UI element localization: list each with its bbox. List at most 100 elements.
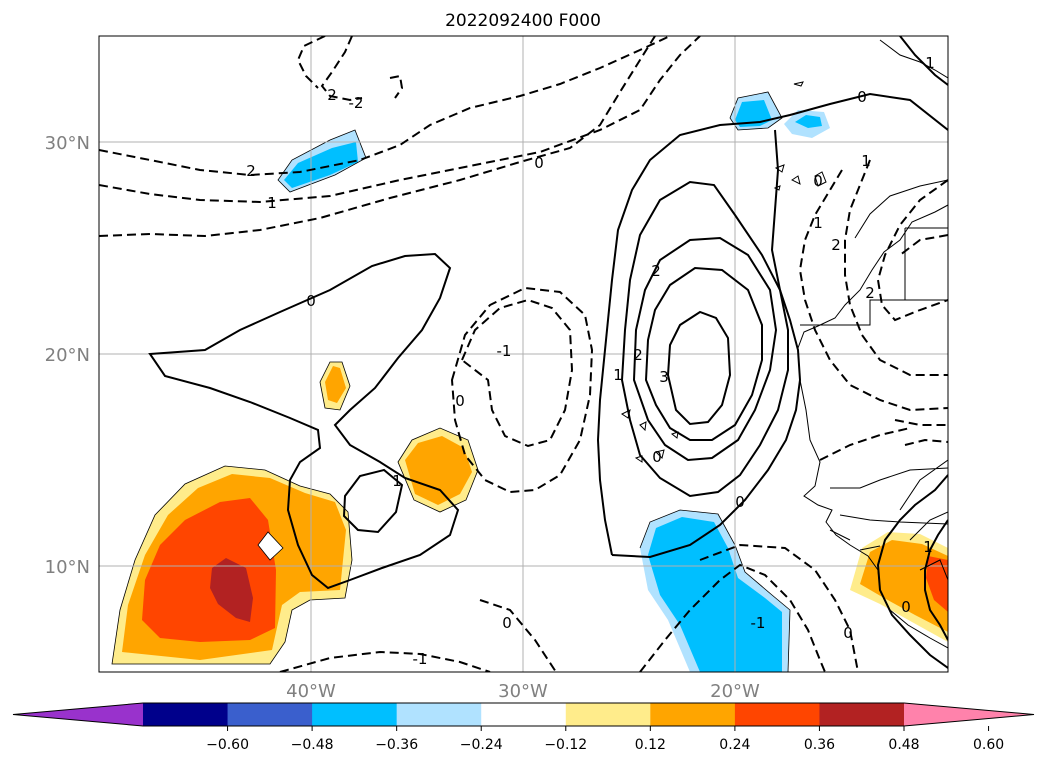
negative-anomaly-top-2-cyan — [795, 115, 822, 128]
contour-labels: 2 -2 2 1 0 0 0 -1 0 1 1 2 2 3 0 0 -1 0 -… — [246, 54, 935, 668]
contour-label: 0 — [306, 292, 316, 310]
map-title: 2022092400 F000 — [445, 11, 601, 31]
contour-neg1-southeast — [639, 563, 826, 672]
contour-1-east-b — [924, 519, 948, 641]
colorbar-segment — [481, 703, 567, 726]
contour-label: 2 — [327, 86, 337, 104]
contour-label: 0 — [857, 88, 867, 106]
contour-label: 0 — [901, 598, 911, 616]
contour-neg-east1 — [899, 234, 948, 256]
contour-2-inner — [644, 266, 763, 441]
colorbar-tick-label: 0.60 — [973, 737, 1004, 753]
gridlines — [99, 36, 948, 672]
positive-hole — [258, 532, 283, 560]
contour-label: 2 — [633, 346, 643, 364]
solid-contours — [148, 36, 948, 669]
colorbar-tick-label: −0.24 — [460, 737, 503, 753]
country-borders — [800, 227, 948, 581]
contour-label: 1 — [925, 54, 935, 72]
lon-label: 40°W — [286, 681, 336, 702]
contour-neg1-south — [279, 650, 491, 672]
negative-anomaly-south-cyan — [648, 517, 782, 672]
contour-neg-east2 — [894, 419, 948, 426]
plot-frame — [98, 35, 949, 673]
colorbar-segment — [396, 703, 482, 726]
contour-label: 0 — [735, 493, 745, 511]
contour-neg-east4 — [819, 427, 911, 461]
contour-label: 0 — [455, 392, 465, 410]
contour-label: 3 — [659, 368, 669, 386]
latitude-labels: 30°N 20°N 10°N — [45, 133, 90, 578]
negative-anomaly-top-cyan — [735, 100, 772, 127]
dashed-contours — [99, 36, 948, 672]
colorbar-segment — [312, 703, 398, 726]
contour-label: 2 — [651, 262, 661, 280]
negative-anomaly-north-cyan — [284, 142, 358, 188]
contour-neg2-north — [320, 36, 363, 102]
colorbar-segment — [227, 703, 313, 726]
contour-label: 1 — [923, 538, 933, 556]
plot-area — [99, 36, 948, 672]
contour-neg2-small — [389, 74, 404, 99]
contour-neg0-southeast — [699, 543, 859, 672]
positive-anomaly-east-red — [926, 556, 948, 612]
contour-1-ne — [899, 36, 948, 86]
colorbar-tick-label: −0.12 — [544, 737, 587, 753]
lat-label: 20°N — [45, 345, 90, 366]
contour-0-east-lower — [611, 129, 802, 559]
contour-label: 1 — [861, 152, 871, 170]
lon-label: 30°W — [498, 681, 548, 702]
contour-neg2-band — [99, 36, 671, 177]
contour-label: 0 — [534, 154, 544, 172]
lat-label: 10°N — [45, 557, 90, 578]
colorbar-tick-label: −0.48 — [291, 737, 334, 753]
colorbar-segment — [143, 703, 229, 726]
colorbar-segment — [650, 703, 736, 726]
contour-neg-east3 — [904, 438, 948, 446]
contour-neg0-south — [479, 599, 557, 672]
contour-label: 0 — [813, 172, 823, 190]
contour-neg2-top — [296, 36, 326, 89]
positive-anomaly-center-orange — [405, 436, 472, 505]
contour-neg0-band — [99, 36, 656, 238]
contour-label: -1 — [751, 614, 766, 632]
contour-neg1-band — [99, 36, 701, 204]
colorbar-tick-label: 0.36 — [804, 737, 835, 753]
contour-label: 2 — [246, 162, 256, 180]
contour-3 — [666, 310, 732, 426]
contour-label: 0 — [843, 624, 853, 642]
contour-label: 1 — [813, 214, 823, 232]
colorbar-tick-label: 0.48 — [888, 737, 919, 753]
colorbar-tick-label: 0.12 — [635, 737, 666, 753]
colorbar-tick-label: 0.24 — [719, 737, 750, 753]
contour-1 — [620, 180, 789, 498]
morocco-coastline — [854, 179, 948, 239]
contour-0-west — [148, 252, 460, 590]
contour-label: 1 — [267, 194, 277, 212]
longitude-labels: 40°W 30°W 20°W — [286, 681, 760, 702]
contour-label: 2 — [865, 284, 875, 302]
canary-islands — [773, 164, 827, 191]
contour-neg1-center — [460, 298, 574, 448]
contour-label: 0 — [502, 614, 512, 632]
colorbar-tick-label: −0.36 — [375, 737, 418, 753]
contour-neg2-africa-b — [876, 179, 948, 322]
contour-label: 0 — [652, 448, 662, 466]
colorbar-extend-high — [904, 703, 1034, 726]
contour-neg1-africa — [798, 169, 948, 412]
madeira — [793, 81, 804, 87]
colorbar-outline — [12, 702, 1035, 727]
positive-anomaly-small-orange — [325, 366, 346, 403]
contour-2 — [632, 236, 778, 462]
iberia-coastline — [879, 39, 948, 79]
contour-1-east — [876, 474, 948, 669]
colorbar-tick-label: −0.60 — [206, 737, 249, 753]
colorbar-extend-low — [13, 703, 143, 726]
contour-label: 1 — [392, 472, 402, 490]
colorbar: −0.60 −0.48 −0.36 −0.24 −0.12 0.12 0.24 0.36 0.4… — [12, 702, 1035, 753]
contour-neg0-center — [450, 286, 594, 494]
contour-label: 2 — [831, 236, 841, 254]
contour-label: -2 — [349, 94, 364, 112]
colorbar-segment — [734, 703, 820, 726]
contour-neg2-africa — [844, 159, 948, 376]
